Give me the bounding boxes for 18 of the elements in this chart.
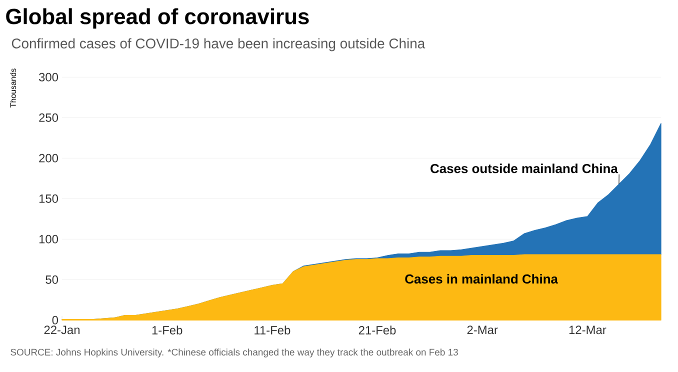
x-tick-label: 11-Feb [254, 326, 290, 334]
y-tick-label: 300 [38, 72, 58, 82]
chart-title: Global spread of coronavirus [6, 8, 309, 29]
x-tick-label: 22-Jan [44, 326, 80, 334]
x-tick-label: 1-Feb [152, 326, 182, 334]
y-tick-label: 100 [39, 234, 58, 244]
y-tick-label: 200 [39, 154, 58, 162]
x-tick-label: 12-Mar [569, 326, 606, 334]
series-label: Cases in mainland China [405, 274, 558, 284]
series-label: Cases outside mainland China [430, 164, 618, 174]
x-tick-label: 21-Feb [358, 326, 396, 334]
y-tick-label: 50 [46, 275, 58, 284]
y-tick-label: 250 [39, 113, 58, 122]
x-tick-label: 2-Mar [467, 326, 498, 334]
y-tick-label: 0 [52, 316, 58, 324]
source-note: SOURCE: Johns Hopkins University. *Chinese officials changed the way they track the outbreak on Feb 13 [10, 348, 458, 358]
y-tick-label: 150 [39, 194, 58, 203]
chart-subtitle: Confirmed cases of COVID-19 have been increasing outside China [12, 38, 426, 52]
